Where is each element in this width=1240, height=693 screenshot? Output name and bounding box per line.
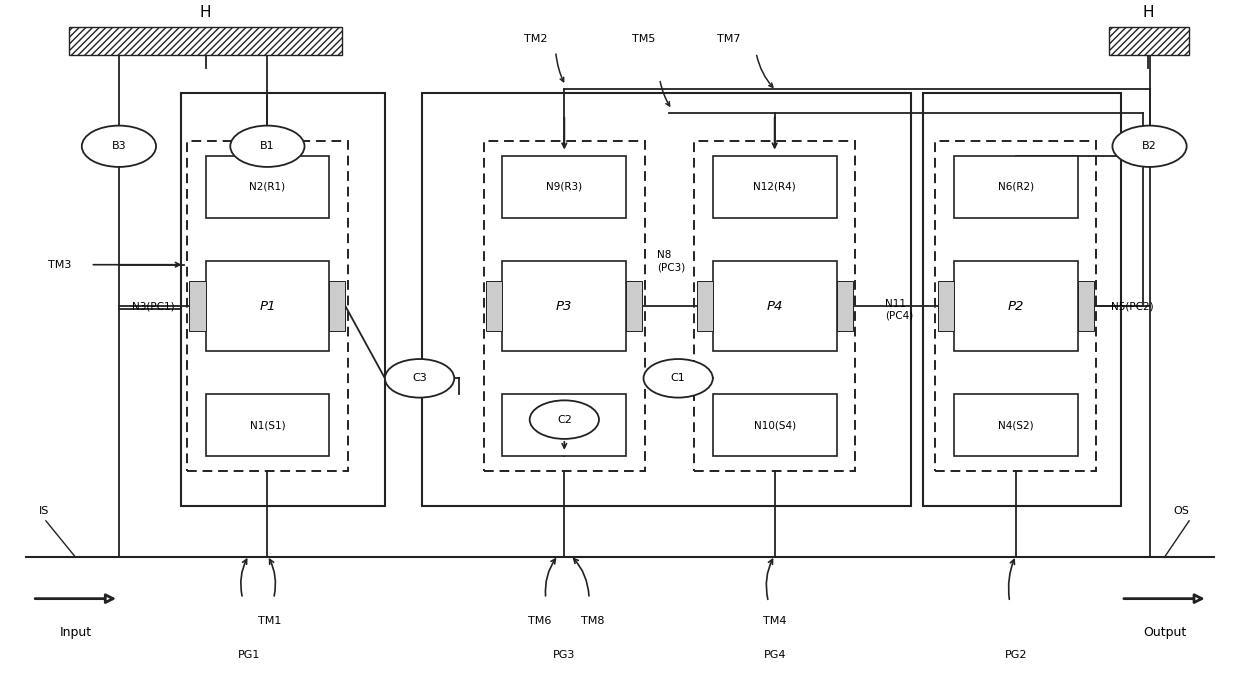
Circle shape bbox=[644, 359, 713, 398]
Bar bbox=[837, 281, 853, 331]
Text: P3: P3 bbox=[556, 299, 573, 313]
Bar bbox=[502, 394, 626, 456]
Bar bbox=[330, 281, 345, 331]
Bar bbox=[626, 281, 642, 331]
Text: TM1: TM1 bbox=[258, 616, 281, 626]
Text: TM2: TM2 bbox=[525, 34, 548, 44]
Text: N5(PC2): N5(PC2) bbox=[1111, 301, 1153, 311]
Text: P4: P4 bbox=[766, 299, 782, 313]
Bar bbox=[954, 156, 1078, 218]
Bar bbox=[713, 394, 837, 456]
Bar bbox=[181, 93, 384, 506]
Text: B3: B3 bbox=[112, 141, 126, 151]
Circle shape bbox=[231, 125, 305, 167]
Bar bbox=[954, 261, 1078, 351]
Text: C3: C3 bbox=[412, 374, 427, 383]
Text: PG4: PG4 bbox=[764, 650, 786, 660]
Text: H: H bbox=[200, 6, 211, 20]
Bar bbox=[713, 261, 837, 351]
Text: N9(R3): N9(R3) bbox=[547, 182, 583, 192]
Circle shape bbox=[1112, 125, 1187, 167]
Bar bbox=[502, 261, 626, 351]
Circle shape bbox=[529, 401, 599, 439]
Text: N1(S1): N1(S1) bbox=[249, 420, 285, 430]
Text: TM8: TM8 bbox=[582, 616, 605, 626]
Bar bbox=[923, 93, 1121, 506]
Text: N2(R1): N2(R1) bbox=[249, 182, 285, 192]
Text: N10(S4): N10(S4) bbox=[754, 420, 796, 430]
Bar bbox=[187, 141, 347, 471]
Text: Input: Input bbox=[60, 626, 92, 639]
Text: PG2: PG2 bbox=[1004, 650, 1027, 660]
Text: B2: B2 bbox=[1142, 141, 1157, 151]
Bar bbox=[937, 281, 954, 331]
Text: TM7: TM7 bbox=[717, 34, 740, 44]
Circle shape bbox=[384, 359, 454, 398]
Bar bbox=[206, 261, 330, 351]
Circle shape bbox=[82, 125, 156, 167]
Bar bbox=[1109, 27, 1189, 55]
Text: OS: OS bbox=[1173, 506, 1189, 516]
Text: P2: P2 bbox=[1008, 299, 1024, 313]
Bar bbox=[486, 281, 502, 331]
Text: B1: B1 bbox=[260, 141, 275, 151]
Bar bbox=[484, 141, 645, 471]
Bar bbox=[502, 156, 626, 218]
Bar bbox=[206, 394, 330, 456]
Text: IS: IS bbox=[38, 506, 48, 516]
Text: PG1: PG1 bbox=[238, 650, 260, 660]
Text: TM5: TM5 bbox=[632, 34, 655, 44]
Text: H: H bbox=[1142, 6, 1154, 20]
Text: C2: C2 bbox=[557, 414, 572, 425]
Bar bbox=[422, 93, 910, 506]
Bar bbox=[206, 156, 330, 218]
Text: N6(R2): N6(R2) bbox=[998, 182, 1034, 192]
Text: TM4: TM4 bbox=[763, 616, 786, 626]
Text: PG3: PG3 bbox=[553, 650, 575, 660]
Text: C1: C1 bbox=[671, 374, 686, 383]
Bar bbox=[1078, 281, 1094, 331]
Text: N7(S3): N7(S3) bbox=[547, 420, 582, 430]
Bar bbox=[713, 156, 837, 218]
Text: P1: P1 bbox=[259, 299, 275, 313]
Bar bbox=[954, 394, 1078, 456]
Bar bbox=[935, 141, 1096, 471]
Text: N12(R4): N12(R4) bbox=[753, 182, 796, 192]
Text: N8
(PC3): N8 (PC3) bbox=[657, 250, 686, 272]
Text: TM3: TM3 bbox=[48, 260, 72, 270]
Bar bbox=[190, 281, 206, 331]
Bar bbox=[69, 27, 342, 55]
Text: TM6: TM6 bbox=[528, 616, 552, 626]
Text: N4(S2): N4(S2) bbox=[998, 420, 1034, 430]
Text: N3(PC1): N3(PC1) bbox=[131, 301, 175, 311]
Text: Output: Output bbox=[1143, 626, 1185, 639]
Text: N11
(PC4): N11 (PC4) bbox=[885, 299, 913, 320]
Bar bbox=[694, 141, 856, 471]
Bar bbox=[697, 281, 713, 331]
